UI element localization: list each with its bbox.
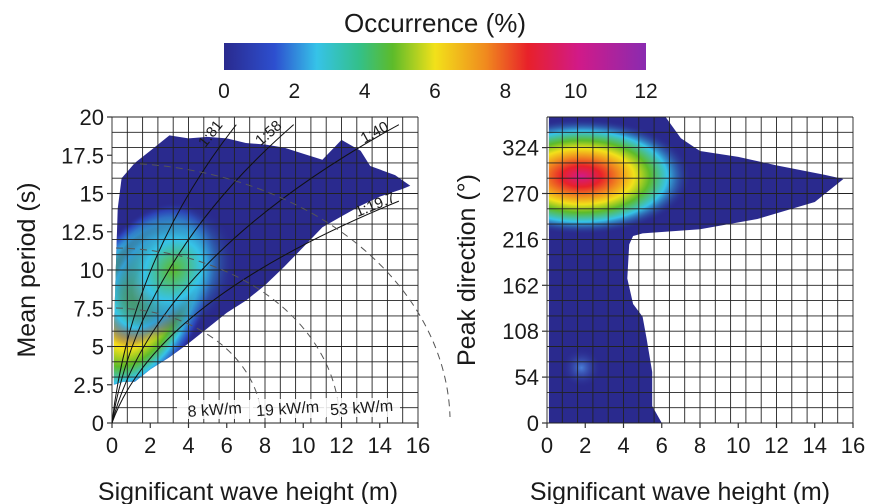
x-tick-label: 14 [368,433,392,458]
x-tick-label: 14 [803,433,827,458]
colorbar-tick-label: 0 [218,80,230,103]
right-axes: 0 2 4 6 8 10 12 14 16 0 54 108 162 216 270 324 [502,136,865,458]
panel-right: 0 2 4 6 8 10 12 14 16 0 54 108 162 216 270 324 Signific… [453,116,865,504]
x-tick-label: 10 [291,433,315,458]
left-axes: 0 2 4 6 8 10 12 14 16 0 2.5 5 7.5 10 12.5 15 17.5 20 [61,105,430,458]
y-tick-label: 0 [527,411,539,436]
steepness-line [111,124,400,424]
colorbar-tick-label: 6 [429,80,441,103]
right-x-axis-label: Significant wave height (m) [530,478,830,504]
y-tick-label: 10 [80,258,104,283]
x-tick-label: 12 [764,433,788,458]
x-tick-label: 8 [259,433,271,458]
steepness-line [111,124,295,424]
density-peak [561,347,602,388]
x-tick-label: 6 [656,433,668,458]
steepness-line [111,124,237,424]
left-grid [111,116,419,424]
x-tick-label: 12 [329,433,353,458]
power-isoline-label: 19 kW/m [256,399,320,420]
y-tick-label: 0 [92,411,104,436]
y-tick-label: 162 [502,273,539,298]
colorbar-tick-label: 4 [359,80,371,103]
colorbar-tick-label: 10 [564,80,587,103]
x-tick-label: 6 [221,433,233,458]
y-tick-label: 216 [502,227,539,252]
x-tick-label: 16 [406,433,430,458]
panel-left: 1:81 1:58 1:401:19.78 kW/m 19 kW/m 53 kW/m 0… [13,105,451,504]
x-tick-label: 16 [841,433,865,458]
colorbar-ticks: 0 2 4 6 8 10 12 [218,80,658,103]
steepness-label: 1:40 [358,118,392,147]
y-tick-label: 270 [502,182,539,207]
y-tick-label: 2.5 [73,373,104,398]
power-isoline-label: 53 kW/m [330,398,394,419]
y-tick-label: 54 [515,365,539,390]
steepness-line [111,200,400,424]
x-tick-label: 8 [694,433,706,458]
power-label-bg [324,398,400,417]
y-tick-label: 15 [80,182,104,207]
y-tick-label: 20 [80,105,104,130]
y-tick-label: 5 [92,335,104,360]
y-tick-label: 7.5 [73,296,104,321]
x-tick-label: 2 [144,433,156,458]
x-tick-label: 0 [541,433,553,458]
colorbar-title: Occurrence (%) [344,8,526,38]
colorbar-tick-label: 2 [288,80,300,103]
colorbar-tick-label: 8 [499,80,511,103]
colorbar-gradient [224,43,646,70]
right-grid [546,116,854,424]
power-label-bg [250,399,326,418]
power-isoline-label: 8 kW/m [187,400,242,421]
power-label-bg [177,400,253,419]
x-tick-label: 0 [106,433,118,458]
power-isoline [115,307,262,418]
x-tick-label: 4 [182,433,194,458]
colorbar: Occurrence (%) 0 2 4 6 8 10 12 [218,8,658,103]
y-tick-label: 12.5 [61,220,104,245]
x-tick-label: 2 [579,433,591,458]
power-isoline [115,247,340,418]
power-isoline [115,162,451,418]
colorbar-tick-label: 12 [634,80,657,103]
y-tick-label: 324 [502,136,539,161]
x-tick-label: 4 [617,433,629,458]
right-y-axis-label: Peak direction (°) [453,174,481,366]
x-tick-label: 10 [726,433,750,458]
y-tick-label: 108 [502,319,539,344]
left-y-axis-label: Mean period (s) [13,182,41,357]
y-tick-label: 17.5 [61,143,104,168]
left-overlay-lines: 1:81 1:58 1:401:19.78 kW/m 19 kW/m 53 kW/m [111,117,451,424]
left-x-axis-label: Significant wave height (m) [98,478,398,504]
